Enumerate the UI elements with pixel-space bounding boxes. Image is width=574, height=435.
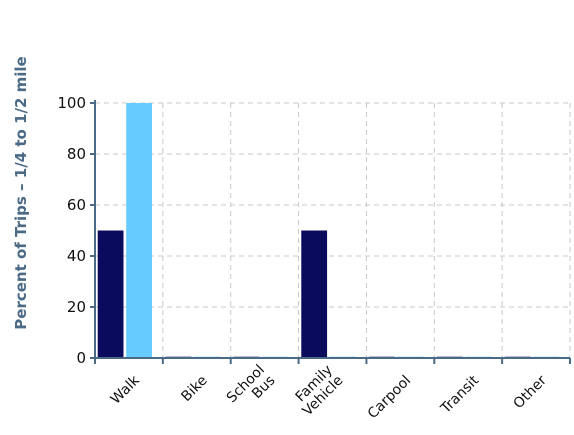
bar-s0-c0 <box>97 230 124 358</box>
y-tick-labels: 0 20 40 60 80 100 <box>57 94 86 367</box>
y-axis-title: Percent of Trips – 1/4 to 1/2 mile <box>12 56 30 329</box>
x-tick-label: Transit <box>437 372 482 417</box>
y-tick-label: 0 <box>76 349 86 367</box>
x-category-label: Other <box>511 372 551 412</box>
y-tick-label: 60 <box>67 196 86 214</box>
x-category-label: Carpool <box>365 373 415 423</box>
y-tick-label: 100 <box>57 94 86 112</box>
y-tick-label: 40 <box>67 247 86 265</box>
x-tick-label: Other <box>511 372 551 412</box>
x-category-label: Walk <box>108 372 144 408</box>
x-tick-label: Walk <box>108 372 144 408</box>
bars <box>97 103 560 358</box>
y-tick-label: 20 <box>67 298 86 316</box>
grid-lines <box>95 102 571 358</box>
x-category-label: Transit <box>437 372 482 417</box>
bar-s1-c0 <box>126 103 152 358</box>
bar-s0-c3 <box>301 230 328 358</box>
x-category-label: Bike <box>178 373 210 405</box>
x-tick-label: Bike <box>178 373 210 405</box>
y-tick-label: 80 <box>67 145 86 163</box>
axes <box>90 100 571 364</box>
x-tick-label: Carpool <box>365 373 415 423</box>
